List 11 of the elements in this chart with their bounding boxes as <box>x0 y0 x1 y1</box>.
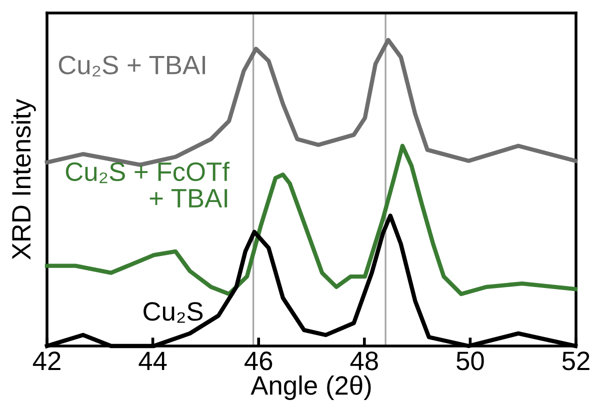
x-axis-title: Angle (2θ) <box>250 375 371 400</box>
x-tick-label: 50 <box>456 352 484 370</box>
x-tick-label: 52 <box>562 352 590 370</box>
x-tick-label: 46 <box>244 352 272 370</box>
x-tick-label: 48 <box>350 352 378 370</box>
y-axis-title: XRD Intensity <box>11 98 36 260</box>
series-label: Cu₂S + TBAI <box>58 56 205 76</box>
series-label: Cu₂S <box>144 302 203 323</box>
x-tick-label: 42 <box>32 352 60 370</box>
series-label: Cu₂S + FcOTf + TBAI <box>66 162 230 208</box>
x-tick-label: 44 <box>138 352 167 370</box>
